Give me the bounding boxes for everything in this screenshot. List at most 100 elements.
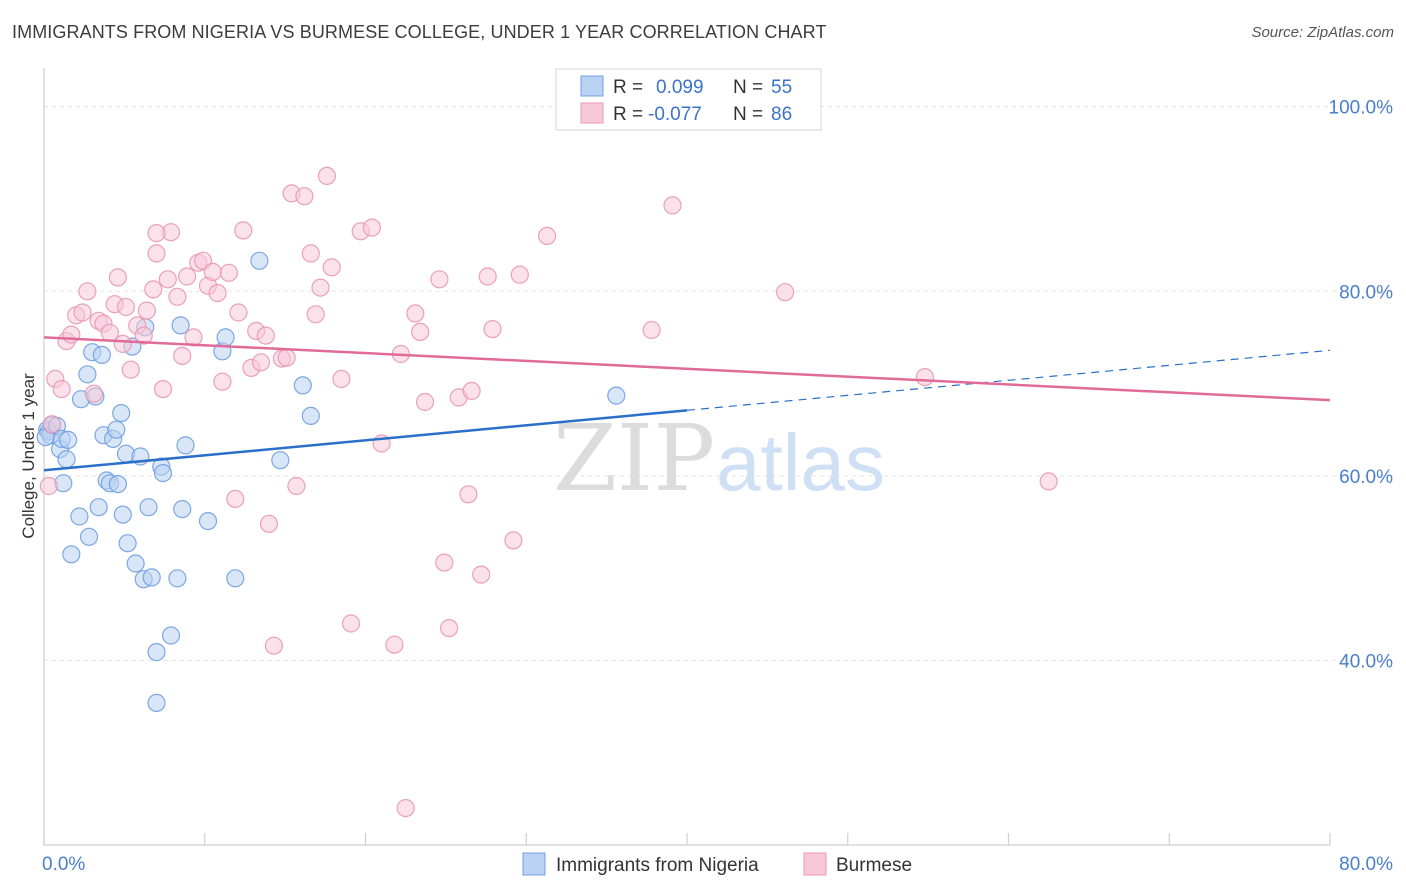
point-burmese [505, 532, 522, 549]
legend-r-label-burmese: R = [613, 104, 643, 125]
point-burmese [79, 283, 96, 300]
legend-n-value-nigeria: 55 [771, 77, 792, 98]
bottom-legend-swatch-burmese [804, 853, 826, 875]
point-burmese [460, 486, 477, 503]
point-burmese [174, 347, 191, 364]
point-burmese [204, 263, 221, 280]
legend-n-value-burmese: 86 [771, 104, 792, 125]
watermark: ZIP atlas [553, 405, 885, 512]
point-burmese [169, 288, 186, 305]
point-nigeria [114, 506, 131, 523]
point-burmese [436, 554, 453, 571]
point-burmese [138, 302, 155, 319]
point-nigeria [140, 499, 157, 516]
bottom-legend-label-burmese: Burmese [836, 855, 912, 876]
point-burmese [40, 478, 57, 495]
point-nigeria [148, 694, 165, 711]
point-burmese [363, 219, 380, 236]
point-burmese [122, 361, 139, 378]
point-nigeria [58, 451, 75, 468]
point-nigeria [60, 431, 77, 448]
point-burmese [179, 268, 196, 285]
point-nigeria [155, 465, 172, 482]
legend-n-label-burmese: N = [733, 104, 763, 125]
point-nigeria [63, 546, 80, 563]
point-burmese [114, 335, 131, 352]
y-tick-label: 100.0% [1329, 98, 1394, 119]
point-burmese [44, 416, 61, 433]
point-nigeria [143, 569, 160, 586]
point-nigeria [272, 452, 289, 469]
y-tick-label: 40.0% [1339, 651, 1393, 672]
legend-r-value-nigeria: 0.099 [656, 77, 704, 98]
point-burmese [109, 269, 126, 286]
legend-box: R = 0.099 N = 55 R = -0.077 N = 86 [556, 69, 821, 130]
point-nigeria [200, 513, 217, 530]
point-nigeria [163, 627, 180, 644]
point-burmese [333, 370, 350, 387]
point-burmese [214, 373, 231, 390]
trendline-nigeria-extension [687, 350, 1330, 410]
point-burmese [53, 381, 70, 398]
point-nigeria [71, 508, 88, 525]
point-burmese [145, 281, 162, 298]
point-nigeria [217, 329, 234, 346]
point-burmese [1040, 473, 1057, 490]
point-burmese [431, 271, 448, 288]
bottom-legend-swatch-nigeria [523, 853, 545, 875]
bottom-legend: Immigrants from Nigeria Burmese [523, 853, 912, 876]
point-nigeria [227, 570, 244, 587]
point-nigeria [251, 252, 268, 269]
legend-r-label-nigeria: R = [613, 77, 643, 98]
y-tick-label: 80.0% [1339, 282, 1393, 303]
point-burmese [265, 637, 282, 654]
point-burmese [407, 305, 424, 322]
bottom-legend-label-nigeria: Immigrants from Nigeria [556, 855, 759, 876]
point-burmese [296, 188, 313, 205]
point-burmese [302, 245, 319, 262]
legend-swatch-nigeria [581, 76, 603, 96]
point-burmese [479, 268, 496, 285]
x-tick-label: 80.0% [1339, 854, 1393, 875]
legend-swatch-burmese [581, 103, 603, 123]
point-burmese [318, 167, 335, 184]
point-nigeria [174, 501, 191, 518]
point-burmese [118, 299, 135, 316]
point-nigeria [302, 407, 319, 424]
point-burmese [220, 264, 237, 281]
legend-r-value-burmese: -0.077 [648, 104, 702, 125]
point-burmese [209, 285, 226, 302]
point-burmese [386, 636, 403, 653]
point-burmese [235, 222, 252, 239]
point-burmese [643, 322, 660, 339]
point-burmese [397, 800, 414, 817]
point-burmese [511, 266, 528, 283]
point-nigeria [608, 387, 625, 404]
point-nigeria [177, 437, 194, 454]
point-burmese [85, 385, 102, 402]
point-burmese [74, 304, 91, 321]
point-burmese [261, 515, 278, 532]
point-nigeria [90, 499, 107, 516]
point-nigeria [127, 555, 144, 572]
point-nigeria [109, 476, 126, 493]
point-burmese [441, 620, 458, 637]
point-burmese [227, 490, 244, 507]
point-burmese [257, 327, 274, 344]
point-nigeria [119, 535, 136, 552]
point-burmese [288, 478, 305, 495]
point-nigeria [93, 346, 110, 363]
point-burmese [253, 354, 270, 371]
watermark-atlas: atlas [716, 418, 885, 507]
point-burmese [155, 381, 172, 398]
point-burmese [278, 349, 295, 366]
point-burmese [230, 304, 247, 321]
x-tick-label: 0.0% [42, 854, 85, 875]
point-burmese [148, 225, 165, 242]
point-nigeria [169, 570, 186, 587]
point-burmese [412, 323, 429, 340]
point-burmese [343, 615, 360, 632]
point-nigeria [113, 405, 130, 422]
point-nigeria [294, 377, 311, 394]
point-burmese [63, 326, 80, 343]
